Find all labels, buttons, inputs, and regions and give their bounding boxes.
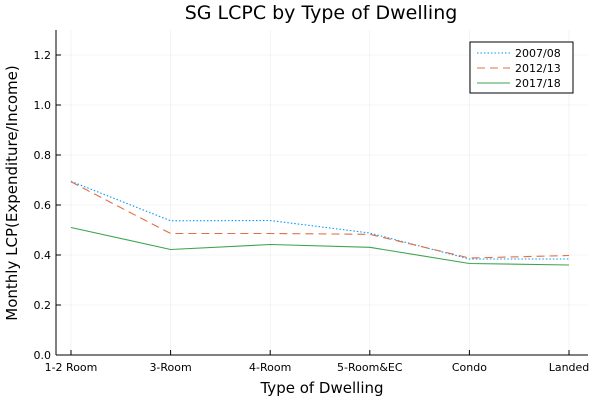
y-tick-label: 1.2 (34, 49, 52, 62)
series-line-2017-18 (70, 226, 570, 266)
x-tick-label: 4-Room (249, 361, 291, 374)
x-tick-label: Landed (549, 361, 590, 374)
y-tick-label: 0.2 (34, 299, 52, 312)
axes (55, 30, 588, 356)
series-line-2012-13 (70, 181, 570, 259)
x-tick-label: 3-Room (149, 361, 191, 374)
legend: 2007/08 2012/13 2017/18 (469, 41, 574, 94)
y-tick-label: 1.0 (34, 99, 52, 112)
legend-label: 2012/13 (515, 62, 561, 75)
chart-title: SG LCPC by Type of Dwelling (185, 2, 458, 24)
x-tick-label: 5-Room&EC (337, 361, 403, 374)
legend-box (469, 41, 574, 94)
y-ticks: 0.0 0.2 0.4 0.6 0.8 1.0 1.2 (34, 49, 61, 362)
x-axis-label: Type of Dwelling (259, 379, 383, 397)
y-tick-label: 0.0 (34, 349, 52, 362)
y-tick-label: 0.6 (34, 199, 52, 212)
x-ticks: 1-2 Room 3-Room 4-Room 5-Room&EC Condo Landed (45, 350, 590, 374)
legend-label: 2007/08 (515, 47, 561, 60)
series-group (70, 180, 570, 266)
y-tick-label: 0.8 (34, 149, 52, 162)
legend-label: 2017/18 (515, 77, 561, 90)
y-axis-label: Monthly LCP(Expenditure/Income) (3, 65, 21, 320)
y-tick-label: 0.4 (34, 249, 52, 262)
x-tick-label: 1-2 Room (45, 361, 98, 374)
x-tick-label: Condo (452, 361, 487, 374)
legend-items: 2007/08 2012/13 2017/18 (477, 47, 561, 90)
series-line-2007-08 (70, 180, 569, 260)
